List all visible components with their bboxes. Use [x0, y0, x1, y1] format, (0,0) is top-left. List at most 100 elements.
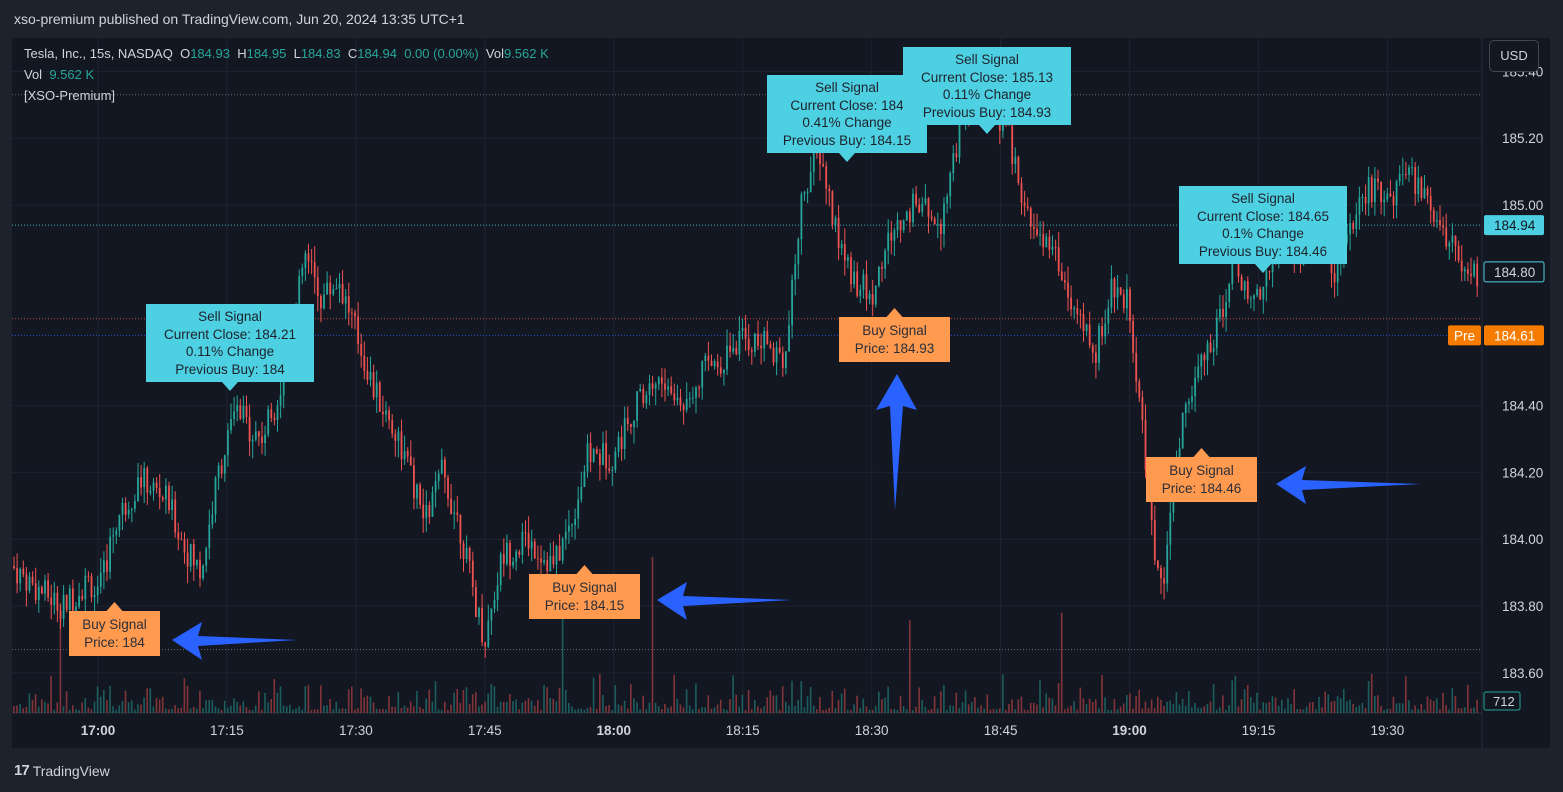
candle-body: [1361, 196, 1364, 198]
volume-bar: [344, 708, 347, 713]
candle-body: [946, 196, 948, 204]
candle-body: [552, 556, 555, 565]
x-tick-label: 17:45: [468, 723, 502, 738]
sell-signal-label: Sell Signal Current Close: 185.13 0.11% Ch…: [903, 47, 1071, 125]
candle-body: [546, 560, 549, 572]
sell-signal-line: Previous Buy: 184.93: [922, 104, 1052, 120]
candle-body: [391, 420, 394, 434]
currency-button[interactable]: USD: [1489, 40, 1539, 72]
volume-bar: [940, 691, 942, 713]
volume-bar: [642, 695, 644, 713]
chart-legend: Tesla, Inc., 15s, NASDAQ O184.93 H184.95…: [24, 46, 549, 109]
candle-body: [723, 369, 725, 374]
candle-body: [471, 560, 474, 588]
volume-bar: [496, 706, 499, 713]
candle-body: [416, 484, 418, 499]
candle-body: [465, 547, 468, 559]
volume-bar: [754, 700, 756, 713]
candle-body: [112, 535, 115, 537]
volume-bar: [481, 704, 483, 713]
volume-bar: [1138, 689, 1140, 713]
candle-body: [781, 352, 784, 368]
volume-bar: [388, 696, 390, 713]
volume-bar: [320, 685, 322, 713]
volume-bar: [475, 691, 477, 713]
candle-body: [211, 514, 214, 525]
volume-bar: [568, 702, 570, 713]
indicator-row[interactable]: [XSO-Premium]: [24, 88, 549, 109]
candle-body: [282, 378, 285, 396]
candle-body: [304, 253, 307, 268]
volume-bar: [1327, 694, 1330, 713]
symbol-name[interactable]: Tesla, Inc., 15s, NASDAQ: [24, 46, 173, 61]
candle-body: [233, 411, 235, 420]
volume-bar: [1029, 702, 1032, 713]
chart-panel[interactable]: 185.40185.20185.00184.40184.20184.00183.…: [12, 38, 1550, 748]
candle-body: [1380, 181, 1382, 203]
candle-body: [741, 327, 744, 331]
volume-bar: [1110, 709, 1113, 713]
ohlc-row[interactable]: Tesla, Inc., 15s, NASDAQ O184.93 H184.95…: [24, 46, 549, 67]
candle-body: [230, 419, 232, 431]
volume-bar: [1445, 705, 1447, 713]
candle-body: [444, 459, 446, 478]
volume-bar: [174, 705, 176, 713]
candle-body: [313, 262, 316, 278]
x-tick-label: 18:30: [855, 723, 889, 738]
volume-bar: [1141, 708, 1144, 713]
publish-title: xso-premium published on TradingView.com…: [14, 11, 465, 27]
volume-bar: [692, 709, 694, 713]
candle-body: [1082, 314, 1085, 332]
sell-signal-line: 0.41% Change: [802, 115, 892, 130]
candle-body: [53, 592, 56, 605]
volume-bar: [586, 708, 589, 713]
volume-bar: [301, 709, 303, 713]
candle-body: [834, 217, 837, 225]
volume-bar: [1135, 696, 1137, 713]
high-label: H: [237, 46, 247, 61]
volume-bar: [1026, 709, 1029, 713]
footer-brand[interactable]: 17 TradingView: [14, 762, 110, 779]
open-value: 184.93: [190, 46, 230, 61]
candle-body: [254, 431, 257, 440]
volume-bar: [465, 687, 468, 713]
volume-bar: [1302, 709, 1305, 713]
volume-bar: [564, 689, 567, 713]
volume-bar: [1045, 693, 1047, 713]
candle-body: [822, 164, 824, 166]
volume-bar: [1256, 692, 1258, 713]
buy-signal-label: Buy Signal Price: 184.46: [1146, 457, 1257, 502]
candle-body: [1067, 282, 1069, 298]
volume-bar: [341, 708, 344, 713]
volume-bar: [1473, 707, 1475, 713]
candle-body: [1076, 308, 1079, 314]
volume-bar: [509, 693, 511, 713]
candle-body: [1073, 308, 1076, 310]
volume-bar: [490, 683, 493, 713]
indicator-name[interactable]: [XSO-Premium]: [24, 88, 116, 103]
candle-body: [475, 587, 477, 618]
volume-badge-label: 712: [1493, 694, 1515, 709]
volume-bar: [47, 703, 49, 713]
candle-body: [1163, 578, 1165, 584]
candle-body: [1355, 214, 1358, 229]
x-tick-label: 19:15: [1242, 723, 1276, 738]
volume-bar: [90, 709, 93, 713]
candle-body: [251, 439, 254, 442]
x-tick-label: 18:45: [984, 723, 1018, 738]
volume-row[interactable]: Vol 9.562 K: [24, 67, 549, 88]
volume-bar: [571, 706, 573, 713]
candle-body: [227, 430, 229, 456]
candle-body: [174, 499, 177, 533]
candle-body: [1423, 188, 1426, 199]
tradingview-logo-icon: 17: [14, 762, 30, 779]
candle-body: [1212, 348, 1215, 353]
candle-body: [853, 271, 855, 285]
sell-signal-label: Sell Signal Current Close: 184.65 0.1% Cha…: [1179, 186, 1347, 264]
candle-body: [1110, 278, 1113, 308]
volume-bar: [1321, 707, 1323, 713]
candle-body: [1138, 381, 1141, 398]
candle-body: [921, 203, 924, 213]
candle-body: [171, 499, 173, 510]
volume-bar: [1197, 707, 1199, 713]
